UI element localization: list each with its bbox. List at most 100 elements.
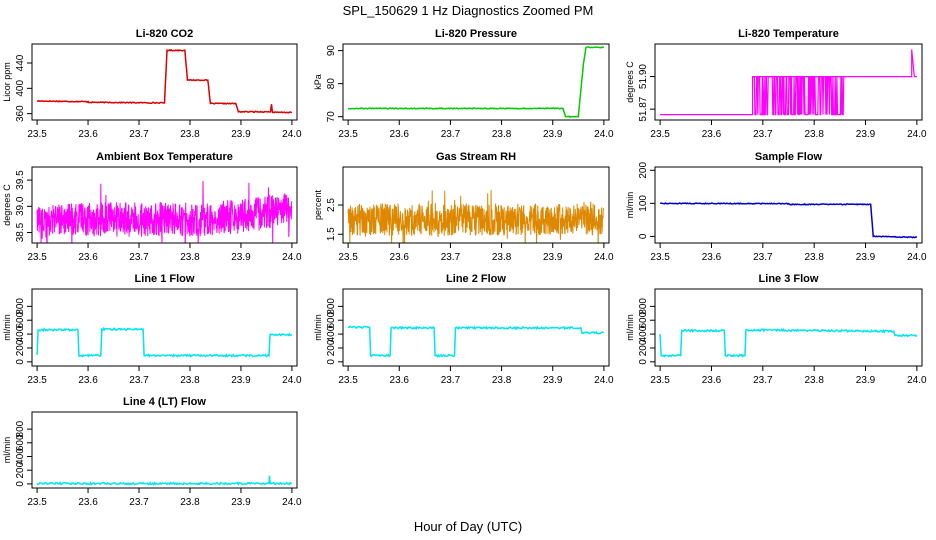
x-tick-label: 24.0 [282, 497, 302, 508]
plot-area [347, 325, 605, 358]
y-tick-label: 0 [638, 233, 649, 239]
y-axis-label: ml/min [2, 437, 12, 464]
y-tick-label: 360 [15, 105, 26, 122]
x-tick-label: 23.7 [753, 129, 773, 140]
plot-area [347, 46, 605, 119]
plot-frame [342, 43, 610, 121]
plot-area [659, 327, 918, 358]
plot-frame [31, 288, 298, 367]
x-tick-label: 23.8 [180, 497, 200, 508]
x-tick-label: 23.7 [129, 129, 149, 140]
x-tick-label: 23.7 [753, 252, 773, 263]
chart-panels: Li-820 CO2 Licor ppm 23.5 23.6 23.7 23.8 23.9 2… [2, 28, 927, 508]
x-tick-label: 23.9 [543, 252, 563, 263]
panel-temperature: Li-820 Temperature degrees C 23.5 23.6 23.7 2… [625, 28, 927, 140]
y-tick-label: 0 [326, 359, 337, 365]
plot-frame [31, 411, 298, 489]
series-toggling [752, 75, 845, 116]
plot-area [36, 475, 292, 487]
y-axis-label: kPa [313, 74, 323, 90]
y-tick-label: 70 [326, 111, 337, 123]
x-tick-label: 23.9 [543, 129, 563, 140]
x-tick-label: 23.7 [441, 129, 461, 140]
x-tick-label: 23.8 [492, 375, 512, 386]
x-tick-label: 23.6 [78, 375, 98, 386]
x-tick-label: 23.7 [129, 252, 149, 263]
panel-sample: Sample Flow ml/min 23.5 23.6 23.7 23.8 23.9 24.… [625, 151, 927, 263]
y-tick-label: 400 [638, 325, 649, 342]
y-tick-label: 600 [638, 311, 649, 328]
x-tick-label: 23.6 [390, 252, 410, 263]
panel-ambient: Ambient Box Temperature degrees C 23.5 23.6… [2, 151, 302, 263]
x-tick-label: 24.0 [907, 129, 927, 140]
x-tick-label: 23.7 [129, 497, 149, 508]
x-tick-label: 24.0 [282, 252, 302, 263]
x-tick-label: 23.5 [650, 129, 670, 140]
panel-line3: Line 3 Flow ml/min 23.5 23.6 23.7 23.8 23.9 24.… [625, 273, 927, 386]
x-tick-label: 23.7 [129, 375, 149, 386]
x-tick-label: 24.0 [594, 375, 614, 386]
x-tick-label: 23.5 [650, 375, 670, 386]
y-tick-label: 200 [638, 162, 649, 179]
y-axis-label: ml/min [2, 314, 12, 341]
panel-line4: Line 4 (LT) Flow ml/min 23.5 23.6 23.7 23.8 23… [2, 396, 302, 508]
panel-title: Line 4 (LT) Flow [123, 396, 206, 408]
plot-frame [654, 166, 923, 244]
x-tick-label: 24.0 [594, 129, 614, 140]
x-tick-label: 23.6 [78, 252, 98, 263]
series-line [36, 475, 292, 487]
figure-title: SPL_150629 1 Hz Diagnostics Zoomed PM [343, 3, 594, 18]
panel-line2: Line 2 Flow ml/min 23.5 23.6 23.7 23.8 23.9 24.… [313, 273, 614, 386]
panel-line1: Line 1 Flow ml/min 23.5 23.6 23.7 23.8 23.9 24.… [2, 273, 302, 386]
plot-area [36, 326, 292, 358]
y-axis-label: percent [313, 189, 323, 220]
x-tick-label: 23.5 [27, 252, 47, 263]
plot-frame [31, 43, 298, 121]
x-tick-label: 23.9 [231, 129, 251, 140]
y-tick-label: 80 [326, 78, 337, 90]
panel-rh: Gas Stream RH percent 23.5 23.6 23.7 23.8 23.9… [313, 151, 614, 263]
y-tick-label: 90 [326, 45, 337, 57]
y-tick-label: 39.5 [15, 170, 26, 190]
x-tick-label: 23.6 [702, 252, 722, 263]
x-tick-label: 23.8 [804, 375, 824, 386]
panel-title: Li-820 CO2 [136, 28, 193, 40]
y-tick-label: 1.5 [326, 227, 337, 241]
x-tick-label: 23.5 [338, 129, 358, 140]
x-tick-label: 23.8 [804, 252, 824, 263]
y-tick-label: 600 [15, 311, 26, 328]
x-tick-label: 23.8 [492, 252, 512, 263]
x-tick-label: 24.0 [907, 375, 927, 386]
y-tick-label: 400 [15, 80, 26, 97]
y-axis-label: Licor ppm [2, 62, 12, 102]
x-tick-label: 23.5 [27, 497, 47, 508]
plot-area [660, 49, 917, 116]
series-line [660, 49, 917, 116]
x-tick-label: 23.8 [804, 129, 824, 140]
y-tick-label: 200 [15, 339, 26, 356]
x-tick-label: 23.8 [180, 129, 200, 140]
y-tick-label: 440 [15, 54, 26, 71]
x-tick-label: 23.5 [650, 252, 670, 263]
plot-area [36, 48, 292, 114]
x-tick-label: 23.9 [543, 375, 563, 386]
x-tick-label: 23.8 [180, 375, 200, 386]
x-tick-label: 23.9 [856, 129, 876, 140]
series-line [659, 327, 918, 358]
plot-frame [31, 166, 298, 244]
panel-title: Line 2 Flow [446, 273, 506, 285]
y-tick-label: 2.5 [326, 198, 337, 212]
plot-frame [342, 288, 610, 367]
y-axis-label: ml/min [625, 314, 635, 341]
y-axis-label: degrees C [625, 61, 635, 103]
x-tick-label: 23.5 [27, 375, 47, 386]
panel-pressure: Li-820 Pressure kPa 23.5 23.6 23.7 23.8 23.9 24… [313, 28, 614, 140]
panel-title: Li-820 Pressure [435, 28, 517, 40]
x-tick-label: 23.6 [78, 129, 98, 140]
panel-title: Sample Flow [755, 151, 823, 163]
series-line [347, 189, 605, 243]
y-tick-label: 400 [326, 325, 337, 342]
plot-area [36, 180, 293, 243]
panel-title: Gas Stream RH [436, 151, 516, 163]
y-axis-label: degrees C [2, 184, 12, 226]
